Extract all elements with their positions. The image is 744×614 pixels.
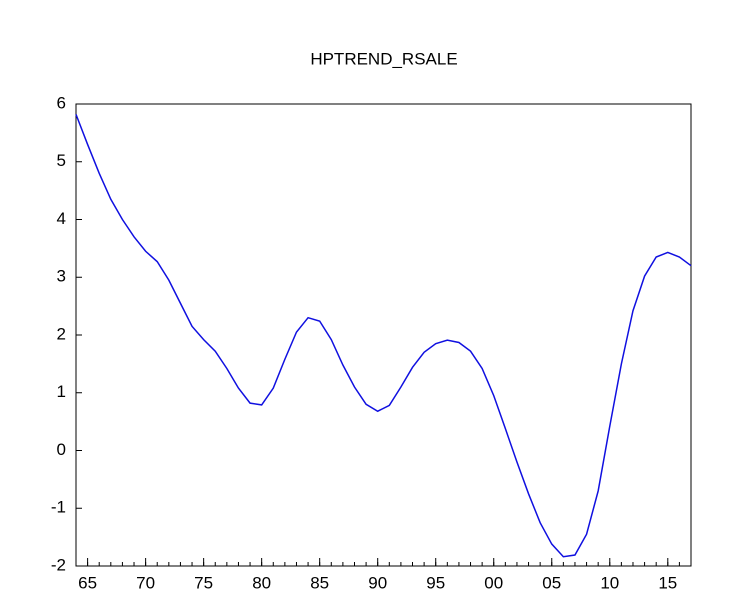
- x-tick-label: 90: [368, 573, 387, 592]
- y-tick-label: 6: [57, 93, 66, 112]
- x-tick-label: 10: [600, 573, 619, 592]
- x-tick-label: 65: [78, 573, 97, 592]
- y-tick-label: -2: [51, 555, 66, 574]
- x-tick-label: 95: [426, 573, 445, 592]
- y-tick-label: 5: [57, 151, 66, 170]
- x-tick-label: 15: [658, 573, 677, 592]
- y-tick-label: 1: [57, 382, 66, 401]
- data-line: [75, 114, 692, 558]
- x-tick-label: 75: [194, 573, 213, 592]
- y-tick-label: 4: [57, 209, 66, 228]
- chart-title: HPTREND_RSALE: [310, 49, 457, 68]
- x-tick-label: 80: [252, 573, 271, 592]
- x-tick-label: 70: [136, 573, 155, 592]
- y-tick-label: 0: [57, 440, 66, 459]
- y-tick-label: -1: [51, 498, 66, 517]
- x-tick-label: 05: [542, 573, 561, 592]
- x-tick-label: 00: [484, 573, 503, 592]
- y-tick-label: 2: [57, 324, 66, 343]
- x-tick-label: 85: [310, 573, 329, 592]
- y-tick-label: 3: [57, 267, 66, 286]
